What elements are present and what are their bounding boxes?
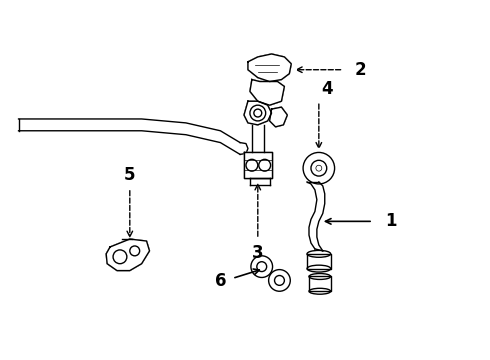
Text: 5: 5 bbox=[124, 166, 136, 184]
Polygon shape bbox=[270, 107, 287, 127]
Polygon shape bbox=[244, 152, 271, 178]
Polygon shape bbox=[248, 54, 291, 82]
Text: 4: 4 bbox=[321, 80, 333, 98]
Text: 1: 1 bbox=[385, 212, 396, 230]
Text: 2: 2 bbox=[354, 61, 366, 79]
Polygon shape bbox=[250, 80, 284, 105]
Text: 3: 3 bbox=[252, 244, 264, 262]
Polygon shape bbox=[106, 239, 149, 271]
Polygon shape bbox=[244, 101, 271, 125]
Text: 6: 6 bbox=[215, 273, 226, 291]
